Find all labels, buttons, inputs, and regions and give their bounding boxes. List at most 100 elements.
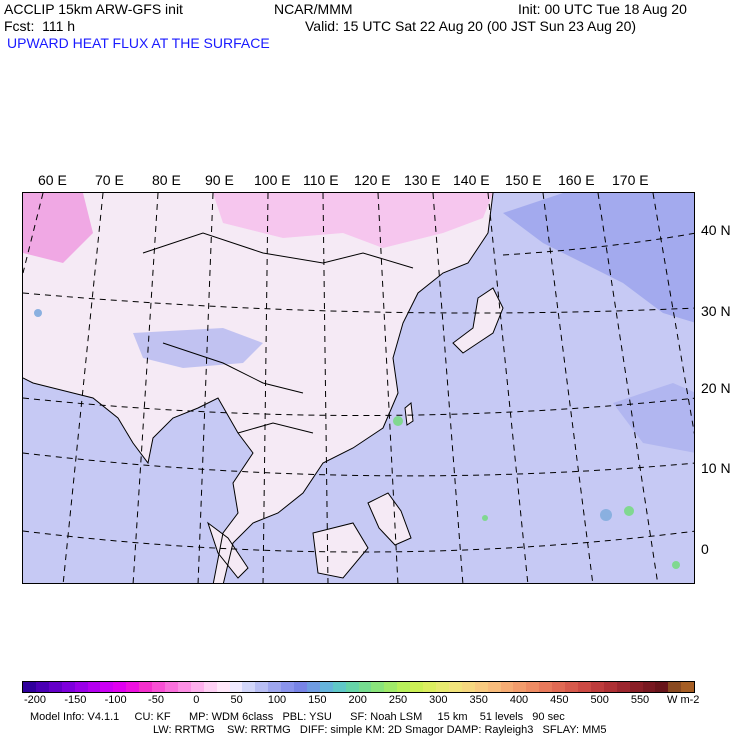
philippines	[368, 493, 411, 545]
coastline-sumatra	[207, 521, 249, 579]
lon-label: 160 E	[558, 172, 595, 188]
graticule-lon-140	[487, 193, 529, 583]
heat-spot	[393, 416, 403, 426]
lat-label: 10 N	[701, 460, 731, 476]
colorbar-tick: 150	[308, 694, 327, 706]
coastline-taiwan	[404, 402, 414, 426]
colorbar-swatch	[332, 682, 346, 692]
graticule-lon-60	[23, 193, 44, 274]
org-label: NCAR/MMM	[274, 1, 353, 17]
colorbar-tick: 400	[509, 694, 529, 706]
map-panel	[22, 192, 695, 584]
tibet-blue	[133, 328, 263, 368]
heat-spot	[600, 509, 612, 521]
colorbar-swatch	[203, 682, 217, 692]
colorbar-swatch	[358, 682, 372, 692]
lon-label: 100 E	[254, 172, 291, 188]
colorbar-swatch	[177, 682, 191, 692]
lon-label: 150 E	[505, 172, 542, 188]
colorbar-tick: 200	[348, 694, 367, 706]
colorbar-tick: 50	[230, 694, 243, 706]
colorbar-swatch	[539, 682, 553, 692]
colorbar-swatch	[552, 682, 566, 692]
colorbar-swatch	[384, 682, 398, 692]
colorbar-tick: 500	[590, 694, 609, 706]
colorbar	[22, 681, 695, 693]
valid-time: Valid: 15 UTC Sat 22 Aug 20 (00 JST Sun …	[305, 18, 637, 34]
colorbar-swatch	[565, 682, 578, 692]
border-china	[142, 232, 414, 434]
colorbar-tick: 100	[267, 694, 287, 706]
colorbar-swatch	[487, 682, 501, 692]
lat-label: 40 N	[701, 222, 731, 238]
heat-spot	[34, 309, 42, 317]
colorbar-swatch	[113, 682, 127, 692]
colorbar-swatch	[655, 682, 669, 692]
colorbar-swatch	[126, 682, 140, 692]
lon-label: 80 E	[152, 172, 181, 188]
colorbar-swatch	[190, 682, 204, 692]
model-info-line1: Model Info: V4.1.1 CU: KF MP: WDM 6class…	[30, 711, 565, 723]
colorbar-swatch	[345, 682, 359, 692]
colorbar-swatch	[603, 682, 617, 692]
heat-spot	[672, 561, 680, 569]
colorbar-swatch	[61, 682, 75, 692]
colorbar-tick: 0	[193, 694, 200, 706]
colorbar-swatch	[448, 682, 462, 692]
colorbar-swatch	[423, 682, 436, 692]
land-pink-west	[23, 193, 93, 263]
lat-label: 30 N	[701, 303, 731, 319]
colorbar-swatch	[397, 682, 411, 692]
graticule-lon-170	[652, 193, 694, 435]
colorbar-tick: 250	[388, 694, 408, 706]
lon-label: 60 E	[38, 172, 67, 188]
graticule-lon-160	[597, 193, 659, 583]
coastline-japan	[452, 287, 504, 354]
model-title: ACCLIP 15km ARW-GFS init	[4, 1, 183, 17]
colorbar-tick: 450	[550, 694, 569, 706]
colorbar-unit: W m-2	[667, 694, 700, 706]
colorbar-swatch	[242, 682, 256, 692]
colorbar-swatch	[48, 682, 62, 692]
colorbar-swatch	[371, 682, 385, 692]
lon-label: 140 E	[453, 172, 490, 188]
colorbar-swatch	[319, 682, 333, 692]
lon-label: 90 E	[205, 172, 234, 188]
colorbar-swatch	[590, 682, 604, 692]
lon-label: 130 E	[404, 172, 441, 188]
colorbar-swatch	[255, 682, 269, 692]
colorbar-tick: -100	[104, 694, 127, 706]
colorbar-swatch	[577, 682, 591, 692]
pacific-dark-patch-2	[613, 383, 694, 453]
colorbar-swatch	[281, 682, 295, 692]
colorbar-swatch	[23, 682, 36, 692]
colorbar-swatch	[164, 682, 178, 692]
colorbar-swatch	[642, 682, 656, 692]
colorbar-swatch	[306, 682, 320, 692]
lon-label: 70 E	[95, 172, 124, 188]
init-time: Init: 00 UTC Tue 18 Aug 20	[518, 1, 687, 17]
colorbar-swatch	[681, 682, 695, 692]
land-mass	[23, 193, 493, 583]
lon-label: 170 E	[612, 172, 649, 188]
lat-label: 0	[701, 541, 709, 557]
coastline-asia	[23, 193, 494, 583]
colorbar-swatch	[526, 682, 540, 692]
lat-label: 20 N	[701, 380, 731, 396]
land-pink-north	[23, 193, 493, 248]
model-info-line2: LW: RRTMG SW: RRTMG DIFF: simple KM: 2D …	[153, 724, 607, 736]
colorbar-swatch	[410, 682, 424, 692]
lon-label: 120 E	[354, 172, 391, 188]
colorbar-swatch	[74, 682, 88, 692]
japan	[453, 288, 503, 353]
colorbar-swatch	[268, 682, 282, 692]
lon-label: 110 E	[303, 172, 339, 188]
colorbar-swatch	[229, 682, 243, 692]
colorbar-swatch	[139, 682, 153, 692]
colorbar-swatch	[668, 682, 682, 692]
colorbar-swatch	[474, 682, 488, 692]
colorbar-swatch	[35, 682, 49, 692]
pacific-dark-patch	[503, 193, 694, 323]
heat-spot	[624, 506, 634, 516]
colorbar-swatch	[216, 682, 230, 692]
